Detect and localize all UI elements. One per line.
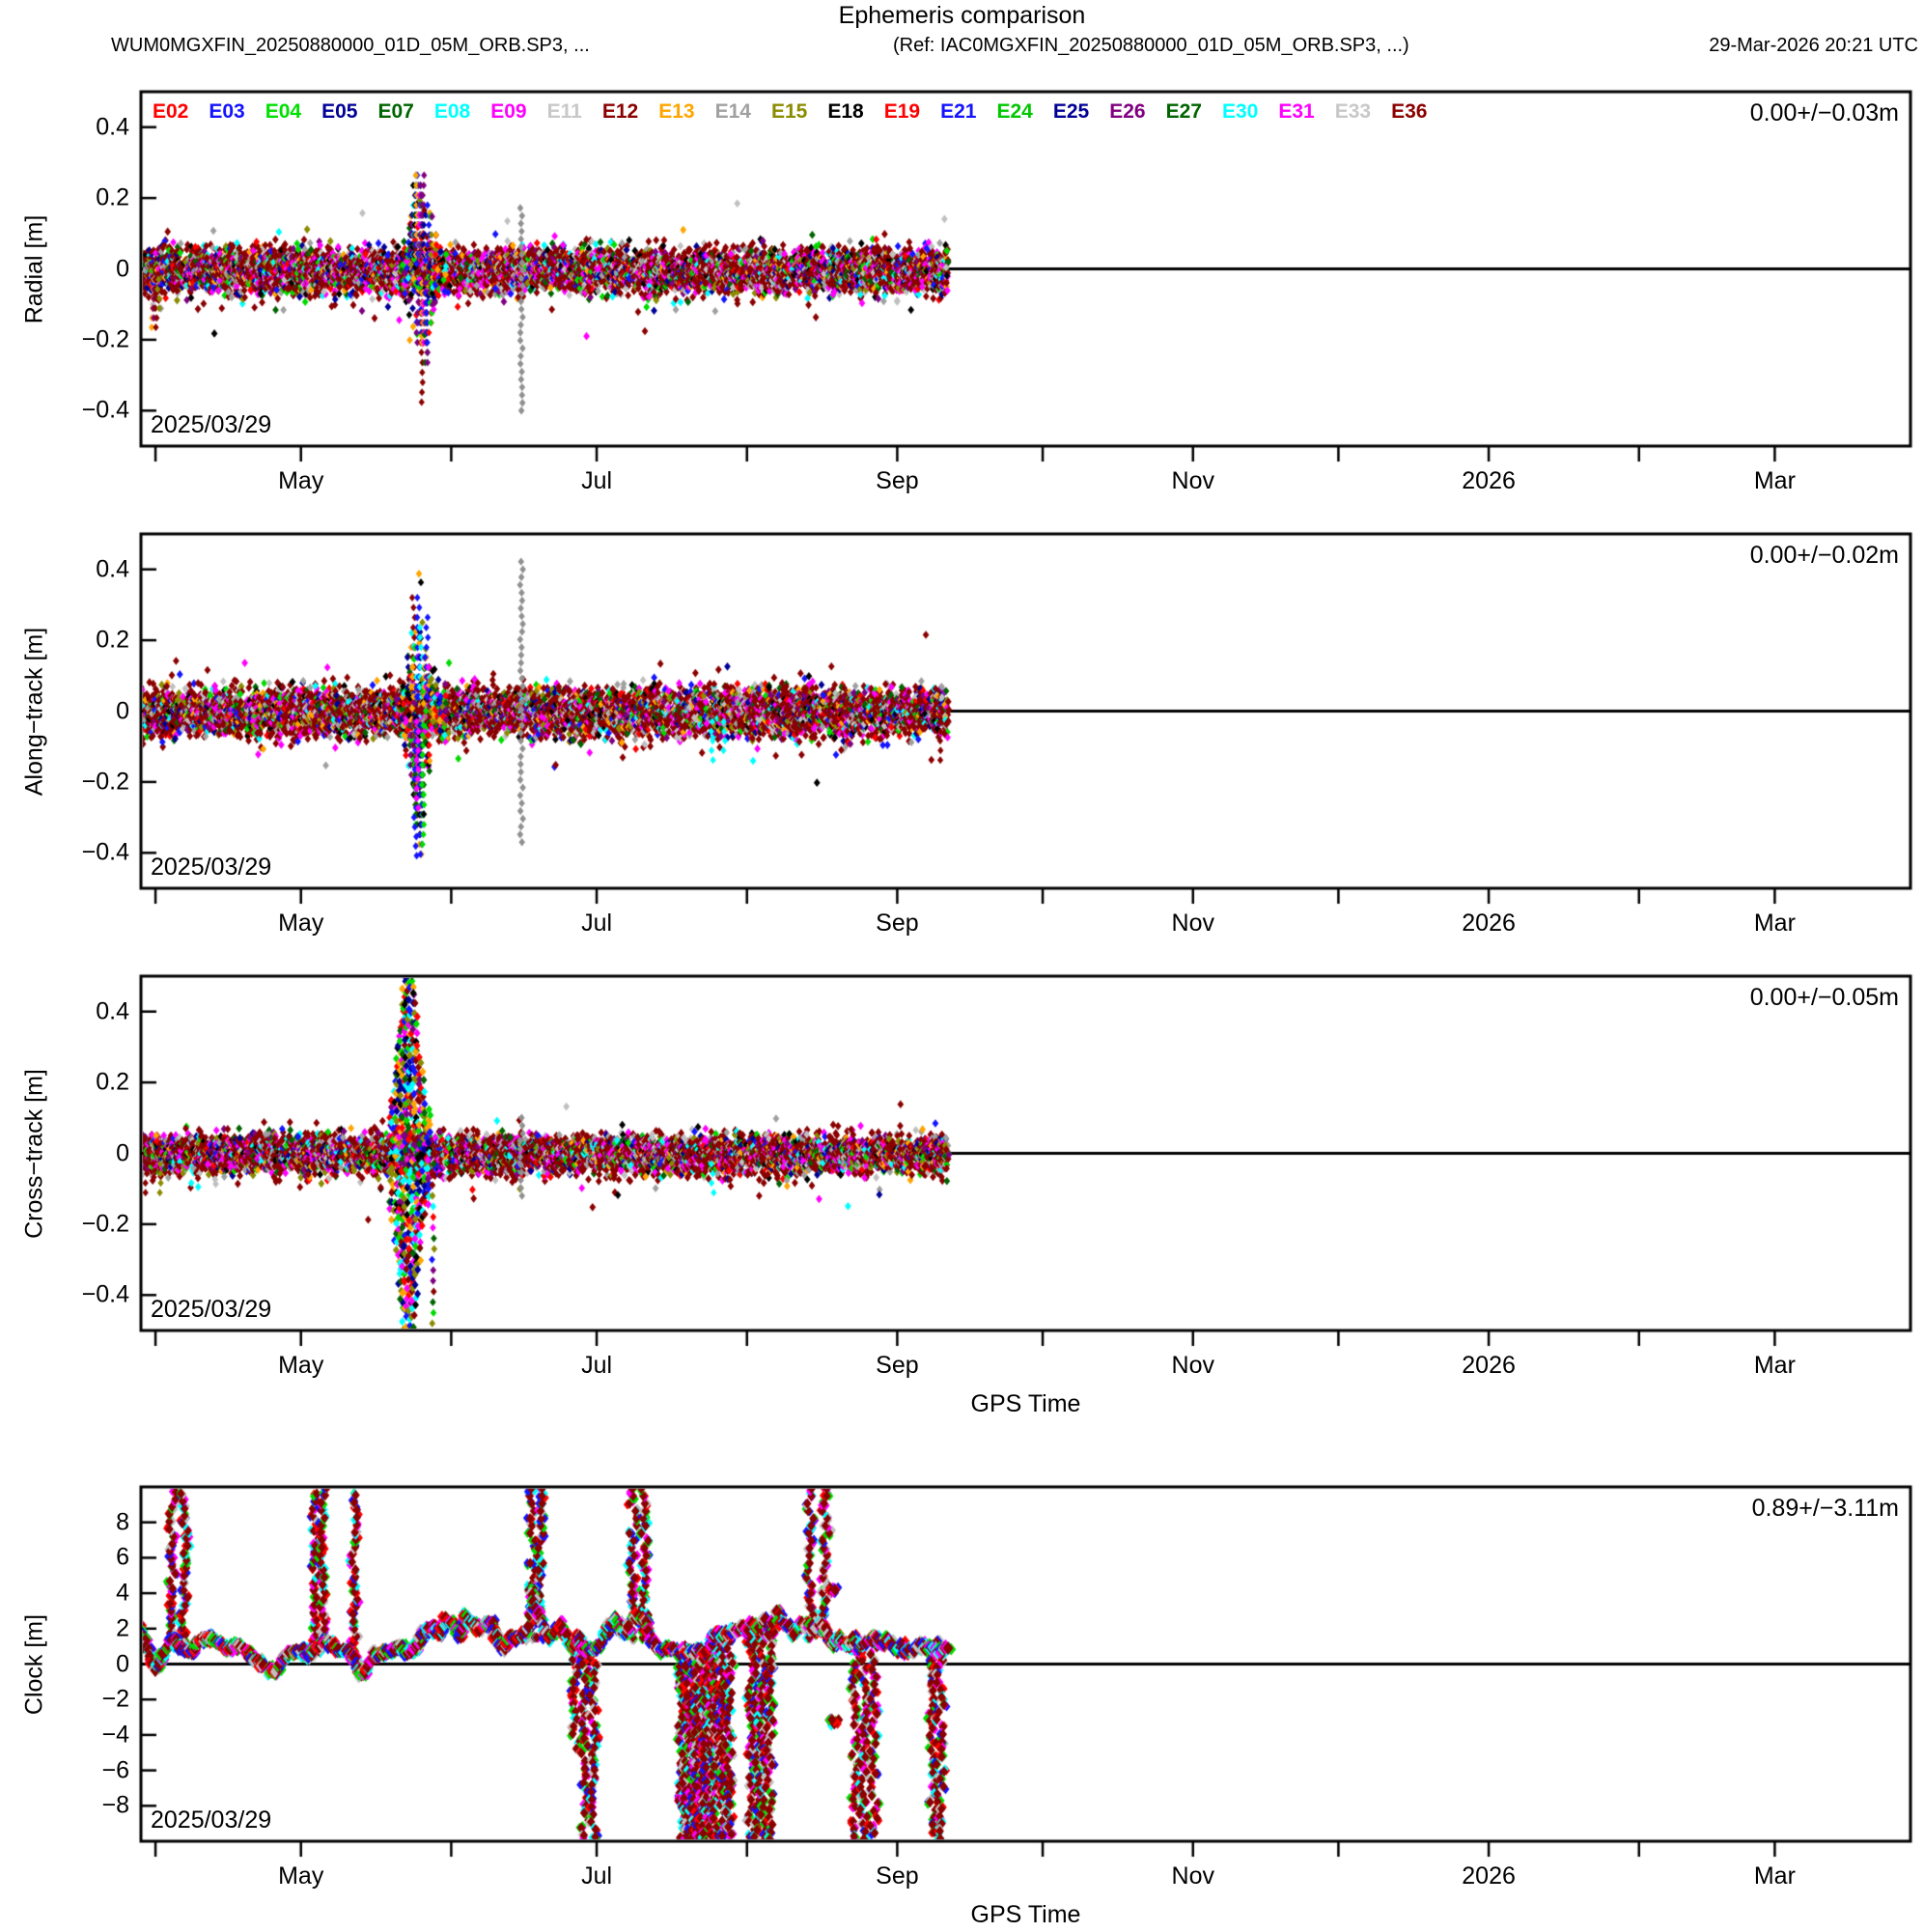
ytick-cross_track-0.2: 0.2 xyxy=(96,1068,129,1096)
legend-item-E02: E02 xyxy=(153,100,189,123)
compared-file-label: WUM0MGXFIN_20250880000_01D_05M_ORB.SP3, … xyxy=(111,35,590,56)
xtick-radial-Sep: Sep xyxy=(876,467,919,494)
ytick-clock-8: 8 xyxy=(116,1508,129,1536)
xtick-cross_track-Nov: Nov xyxy=(1171,1352,1214,1379)
xtick-along_track-Nov: Nov xyxy=(1171,910,1214,937)
xaxis-title-cross_track: GPS Time xyxy=(970,1390,1081,1417)
stat-radial: 0.00+/−0.03m xyxy=(1749,99,1899,126)
xtick-radial-2026: 2026 xyxy=(1462,467,1516,494)
xtick-clock-Sep: Sep xyxy=(876,1862,919,1890)
ytick-clock-4: 4 xyxy=(116,1579,129,1607)
ylabel-cross_track: Cross−track [m] xyxy=(20,1068,48,1239)
xtick-clock-2026: 2026 xyxy=(1462,1862,1516,1890)
ytick-clock-0: 0 xyxy=(116,1650,129,1677)
stat-cross_track: 0.00+/−0.05m xyxy=(1749,984,1899,1011)
legend-item-E21: E21 xyxy=(940,100,977,123)
legend-item-E04: E04 xyxy=(265,100,302,123)
xtick-cross_track-May: May xyxy=(278,1352,324,1379)
ytick-clock--4: −4 xyxy=(101,1721,129,1749)
xtick-along_track-2026: 2026 xyxy=(1462,910,1516,937)
xtick-cross_track-Mar: Mar xyxy=(1753,1352,1796,1379)
inset-date-cross_track: 2025/03/29 xyxy=(151,1296,272,1323)
xtick-radial-Jul: Jul xyxy=(581,467,613,494)
legend-item-E31: E31 xyxy=(1278,100,1315,123)
xaxis-title-clock: GPS Time xyxy=(970,1901,1081,1928)
xtick-cross_track-2026: 2026 xyxy=(1462,1352,1516,1379)
ytick-clock-6: 6 xyxy=(116,1543,129,1571)
legend-item-E30: E30 xyxy=(1221,100,1259,123)
generation-timestamp: 29-Mar-2026 20:21 UTC xyxy=(1709,35,1918,56)
legend-item-E08: E08 xyxy=(433,100,471,123)
figure-title: Ephemeris comparison xyxy=(838,2,1086,29)
xtick-along_track-Sep: Sep xyxy=(876,910,919,937)
xtick-clock-May: May xyxy=(278,1862,324,1890)
legend-item-E03: E03 xyxy=(209,100,245,123)
xtick-cross_track-Jul: Jul xyxy=(581,1352,613,1379)
ytick-along_track--0.2: −0.2 xyxy=(81,768,129,796)
xtick-clock-Mar: Mar xyxy=(1753,1862,1796,1890)
xtick-along_track-Mar: Mar xyxy=(1753,910,1796,937)
xtick-radial-Nov: Nov xyxy=(1171,467,1214,494)
ylabel-radial: Radial [m] xyxy=(20,214,48,323)
ytick-along_track-0: 0 xyxy=(116,697,129,724)
ytick-radial--0.4: −0.4 xyxy=(81,396,129,424)
ytick-radial-0.2: 0.2 xyxy=(96,183,129,211)
ytick-cross_track--0.4: −0.4 xyxy=(81,1280,129,1308)
legend-item-E26: E26 xyxy=(1109,100,1146,123)
legend-item-E24: E24 xyxy=(996,100,1033,123)
ylabel-clock: Clock [m] xyxy=(20,1613,48,1715)
legend-item-E15: E15 xyxy=(770,100,808,123)
ytick-radial--0.2: −0.2 xyxy=(81,325,129,353)
inset-date-along_track: 2025/03/29 xyxy=(151,854,272,881)
ytick-cross_track-0: 0 xyxy=(116,1139,129,1166)
inset-date-clock: 2025/03/29 xyxy=(151,1806,272,1834)
xtick-clock-Jul: Jul xyxy=(581,1862,613,1890)
reference-file-label: (Ref: IAC0MGXFIN_20250880000_01D_05M_ORB… xyxy=(893,35,1409,56)
xtick-radial-May: May xyxy=(278,467,324,494)
legend-item-E19: E19 xyxy=(883,100,921,123)
legend-item-E12: E12 xyxy=(601,100,639,123)
legend-item-E05: E05 xyxy=(321,100,358,123)
satellite-legend: E02 E03 E04 E05 E07 E08 E09 E11 E12 E13 E14 E15 E18 E… xyxy=(153,100,1447,124)
ylabel-along_track: Along−track [m] xyxy=(20,627,48,796)
ytick-clock--2: −2 xyxy=(101,1685,129,1713)
ytick-clock--6: −6 xyxy=(101,1756,129,1784)
legend-item-E25: E25 xyxy=(1052,100,1090,123)
legend-item-E27: E27 xyxy=(1165,100,1202,123)
ytick-radial-0: 0 xyxy=(116,255,129,282)
xtick-along_track-May: May xyxy=(278,910,324,937)
xtick-radial-Mar: Mar xyxy=(1753,467,1796,494)
ytick-cross_track--0.2: −0.2 xyxy=(81,1210,129,1238)
ytick-radial-0.4: 0.4 xyxy=(96,113,129,141)
legend-item-E13: E13 xyxy=(658,100,695,123)
legend-item-E09: E09 xyxy=(490,100,527,123)
xtick-clock-Nov: Nov xyxy=(1171,1862,1214,1890)
xtick-cross_track-Sep: Sep xyxy=(876,1352,919,1379)
ytick-cross_track-0.4: 0.4 xyxy=(96,997,129,1025)
inset-date-radial: 2025/03/29 xyxy=(151,411,272,438)
legend-item-E36: E36 xyxy=(1391,100,1428,123)
legend-item-E14: E14 xyxy=(714,100,751,123)
ytick-along_track--0.4: −0.4 xyxy=(81,838,129,866)
legend-item-E33: E33 xyxy=(1334,100,1372,123)
legend-item-E07: E07 xyxy=(377,100,414,123)
xtick-along_track-Jul: Jul xyxy=(581,910,613,937)
stat-along_track: 0.00+/−0.02m xyxy=(1749,542,1899,569)
ytick-along_track-0.4: 0.4 xyxy=(96,555,129,583)
ytick-clock--8: −8 xyxy=(101,1791,129,1819)
ytick-along_track-0.2: 0.2 xyxy=(96,626,129,654)
stat-clock: 0.89+/−3.11m xyxy=(1751,1495,1899,1522)
ytick-clock-2: 2 xyxy=(116,1614,129,1642)
legend-item-E11: E11 xyxy=(546,100,582,123)
legend-item-E18: E18 xyxy=(827,100,864,123)
